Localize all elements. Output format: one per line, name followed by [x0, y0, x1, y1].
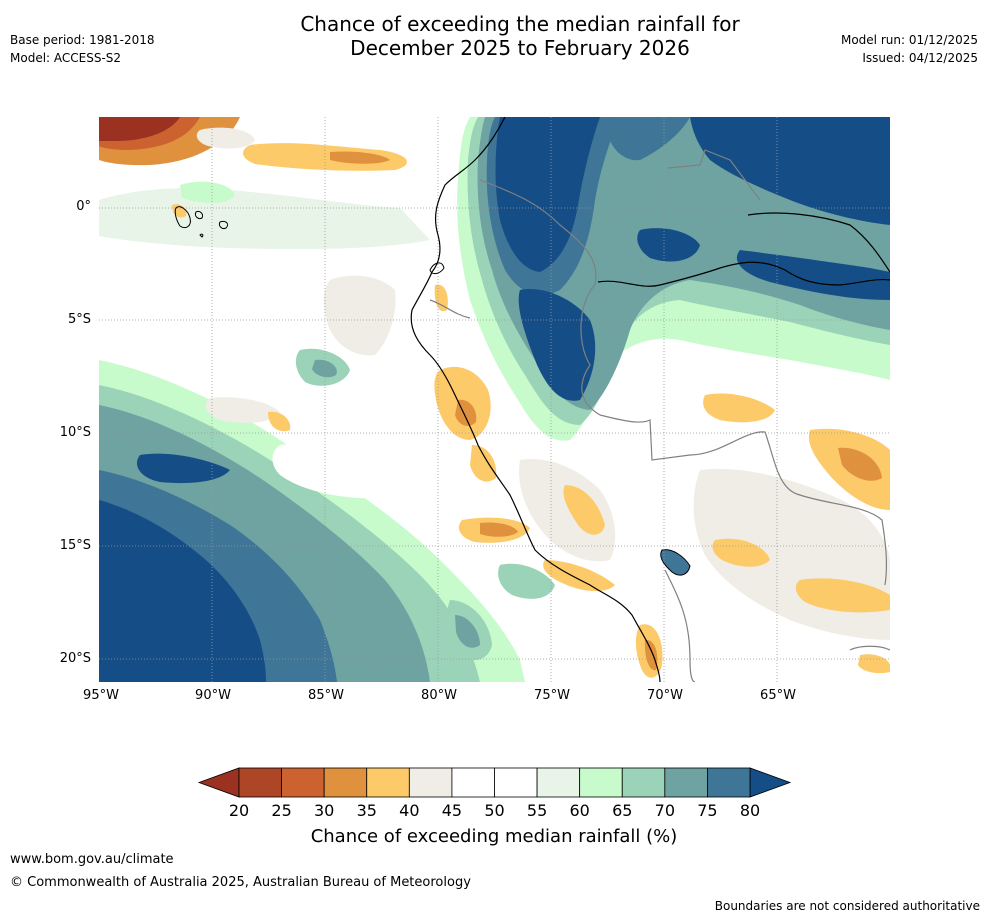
coastline-west — [410, 117, 661, 682]
colorbar-tick-20: 20 — [228, 801, 250, 820]
colorbar-tick-35: 35 — [356, 801, 377, 820]
colorbar-tick-45: 45 — [441, 801, 463, 820]
wet-patch-offshore-1-core — [312, 359, 337, 378]
lake-titicaca — [660, 549, 691, 576]
wet-core-sw — [99, 500, 266, 682]
dry-patch-north-ocean-core — [330, 151, 390, 164]
wet-patch-galapagos — [180, 181, 235, 203]
dry-patch-offshore — [268, 411, 291, 432]
colorbar-segment-60-65 — [579, 767, 623, 798]
gulf-of-guayaquil-island — [429, 262, 445, 275]
boundary-disclaimer: Boundaries are not considered authoritat… — [714, 899, 980, 913]
bom-url[interactable]: www.bom.gov.au/climate — [10, 852, 174, 867]
neutral-patch-2 — [205, 397, 280, 423]
colorbar-segment-65-70 — [621, 767, 666, 798]
gridlines — [99, 117, 890, 682]
colorbar-segment-50-55 — [494, 767, 538, 798]
colorbar-segment-25-30 — [281, 767, 325, 798]
wet-light-band-equator — [99, 188, 430, 250]
lat-label-0: 0° — [76, 199, 91, 214]
lat-label-5s: 5°S — [67, 312, 91, 327]
dry-patch-brazil-1 — [703, 393, 775, 423]
colorbar-tick-70: 70 — [654, 801, 675, 820]
wet-core-amazon-w — [495, 117, 600, 272]
colorbar-tick-65: 65 — [612, 801, 633, 820]
lat-label-20s: 20°S — [59, 651, 91, 666]
base-period: Base period: 1981-2018 — [10, 33, 155, 47]
neutral-gap-sw — [272, 443, 408, 499]
lon-label-70w: 70°W — [647, 688, 683, 703]
rio-negro — [747, 212, 890, 273]
colorbar-segment-55-60 — [536, 767, 581, 798]
colorbar-below-arrow — [197, 767, 240, 798]
meta-left: Base period: 1981-2018 Model: ACCESS-S2 — [10, 31, 155, 67]
wet-core-sw-small — [136, 453, 230, 484]
colorbar-tick-60: 60 — [569, 801, 590, 820]
model-run: Model run: 01/12/2025 — [840, 33, 978, 47]
dry-patch-bolivia-2 — [795, 578, 890, 613]
title-line-2: December 2025 to February 2026 — [350, 36, 690, 60]
colorbar-tick-30: 30 — [313, 801, 335, 820]
title-line-1: Chance of exceeding the median rainfall … — [300, 12, 740, 36]
galapagos-islands — [174, 206, 229, 238]
lon-label-90w: 90°W — [195, 688, 231, 703]
wet-patch-offshore-2-core — [455, 615, 480, 648]
lon-label-65w: 65°W — [760, 688, 796, 703]
colorbar-segment-35-40 — [366, 767, 410, 798]
map-field — [99, 117, 890, 682]
colorbar-segment-45-50 — [451, 767, 495, 798]
dry-patch-coast-2 — [470, 445, 497, 482]
wet-core-amazon-river — [736, 250, 890, 300]
colorbar-tick-75: 75 — [697, 801, 718, 820]
wet-core-ne — [690, 117, 890, 225]
neutral-patch-peru-inland — [519, 459, 616, 562]
neutral-patch-north — [196, 127, 255, 149]
lon-label-80w: 80°W — [421, 688, 457, 703]
wet-core-peru-amazon — [518, 289, 596, 401]
dry-patch-coast-3-core — [480, 522, 518, 537]
colorbar-tick-50: 50 — [484, 801, 505, 820]
colorbar-segment-20-25 — [238, 767, 282, 798]
model-name: Model: ACCESS-S2 — [10, 51, 122, 65]
colorbar-tick-55: 55 — [526, 801, 548, 820]
wet-core-central — [637, 228, 700, 262]
meta-right: Model run: 01/12/2025 Issued: 04/12/2025 — [841, 31, 978, 67]
colorbar-tick-80: 80 — [739, 801, 761, 820]
wet-patch-offshore-3 — [498, 563, 555, 599]
chart-title: Chance of exceeding the median rainfall … — [200, 12, 840, 60]
colorbar-tick-40: 40 — [399, 801, 420, 820]
dry-patch-peru-south — [543, 560, 615, 592]
dry-patch-chile-core — [644, 639, 658, 671]
dry-patch-brazil-2-core — [838, 447, 882, 481]
colorbar-segments — [238, 767, 751, 798]
issued-date: Issued: 04/12/2025 — [862, 51, 978, 65]
rainfall-map — [99, 117, 890, 682]
neutral-patch-1 — [323, 275, 396, 356]
lon-label-75w: 75°W — [534, 688, 570, 703]
colorbar-title: Chance of exceeding median rainfall (%) — [310, 826, 678, 847]
dry-patch-peru-inland — [563, 485, 605, 535]
colorbar-segment-70-75 — [664, 767, 708, 798]
colorbar-segment-40-45 — [408, 767, 453, 798]
colorbar-tick-25: 25 — [271, 801, 292, 820]
lon-label-85w: 85°W — [308, 688, 344, 703]
colorbar-segment-30-35 — [323, 767, 368, 798]
dry-patch-nw-core — [99, 117, 180, 141]
country-borders — [429, 149, 890, 682]
colorbar-above-arrow — [749, 767, 792, 798]
lat-label-10s: 10°S — [59, 425, 91, 440]
wet-patch-north-inner — [608, 117, 690, 161]
colorbar-segment-75-80 — [707, 767, 751, 798]
lon-label-95w: 95°W — [83, 688, 119, 703]
lat-label-15s: 15°S — [59, 538, 91, 553]
copyright-notice: © Commonwealth of Australia 2025, Austra… — [10, 875, 471, 890]
amazon-river — [597, 261, 890, 287]
